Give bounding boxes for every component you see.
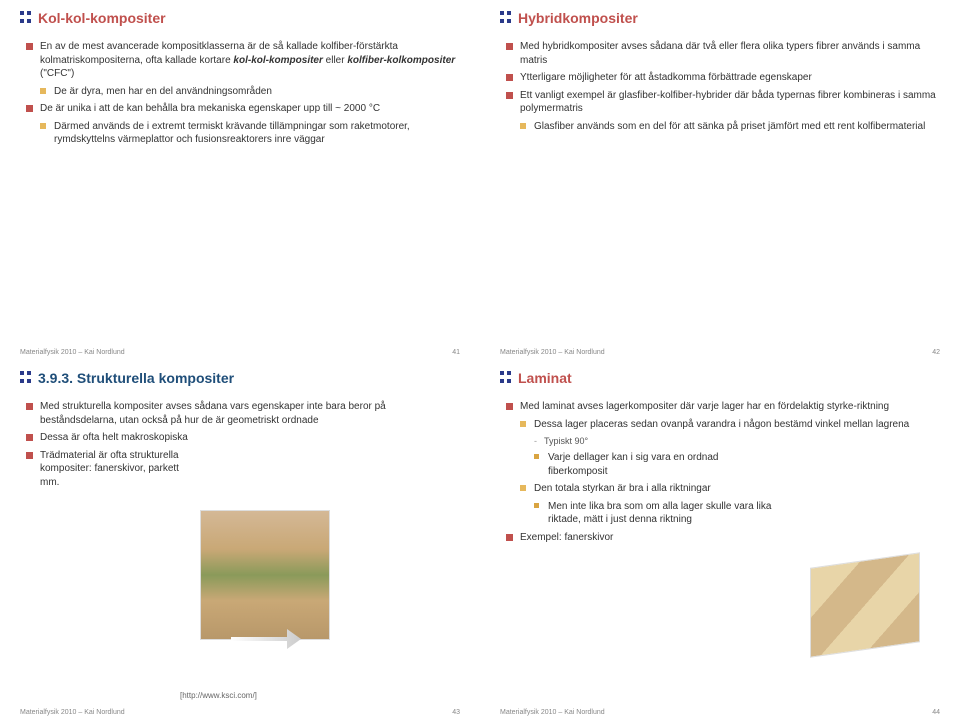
emph: kol-kol-kompositer (233, 55, 322, 66)
slide-content: Med hybridkompositer avses sådana där tv… (500, 40, 940, 133)
text: eller (323, 55, 347, 66)
bullet: Ytterligare möjligheter för att åstadkom… (506, 71, 940, 85)
laminate-layers-image (810, 552, 920, 657)
bullet: Men inte lika bra som om alla lager skul… (534, 500, 784, 527)
bullet: Dessa lager placeras sedan ovanpå varand… (520, 418, 940, 432)
citation: [http://www.ksci.com/] (180, 691, 257, 700)
page-number: 44 (932, 709, 940, 716)
slide-content: Med laminat avses lagerkompositer där va… (500, 400, 940, 544)
bullet: Därmed används de i extremt termiskt krä… (40, 120, 460, 147)
slide-footer: Materialfysik 2010 – Kai Nordlund 43 (20, 709, 460, 716)
bullet: En av de mest avancerade kompositklasser… (26, 40, 460, 81)
bullet: Med hybridkompositer avses sådana där tv… (506, 40, 940, 67)
page-number: 42 (932, 349, 940, 356)
bullet: Med strukturella kompositer avses sådana… (26, 400, 460, 427)
grid-icon (500, 371, 512, 385)
footer-text: Materialfysik 2010 – Kai Nordlund (20, 709, 125, 716)
wood-composite-image (200, 510, 330, 640)
bullet: De är dyra, men har en del användningsom… (40, 85, 460, 99)
title-row: Hybridkompositer (500, 10, 940, 26)
title-row: Laminat (500, 370, 940, 386)
bullet: De är unika i att de kan behålla bra mek… (26, 102, 460, 116)
grid-icon (20, 371, 32, 385)
slide-title: Laminat (518, 370, 572, 386)
slide-title: Hybridkompositer (518, 10, 638, 26)
footer-text: Materialfysik 2010 – Kai Nordlund (20, 349, 125, 356)
bullet: Exempel: fanerskivor (506, 531, 940, 545)
footer-text: Materialfysik 2010 – Kai Nordlund (500, 349, 605, 356)
text: ("CFC") (40, 68, 74, 79)
slide-content: Med strukturella kompositer avses sådana… (20, 400, 460, 489)
slide-footer: Materialfysik 2010 – Kai Nordlund 42 (500, 349, 940, 356)
slide-title: 3.9.3. Strukturella kompositer (38, 370, 234, 386)
bullet: Den totala styrkan är bra i alla riktnin… (520, 482, 770, 496)
slide-kol-kol: Kol-kol-kompositer En av de mest avancer… (0, 0, 480, 360)
slide-footer: Materialfysik 2010 – Kai Nordlund 44 (500, 709, 940, 716)
grid-icon (500, 11, 512, 25)
bullet: Glasfiber används som en del för att sän… (520, 120, 940, 134)
footer-text: Materialfysik 2010 – Kai Nordlund (500, 709, 605, 716)
page-number: 43 (452, 709, 460, 716)
slide-footer: Materialfysik 2010 – Kai Nordlund 41 (20, 349, 460, 356)
bullet: Med laminat avses lagerkompositer där va… (506, 400, 940, 414)
slide-laminat: Laminat Med laminat avses lagerkomposite… (480, 360, 960, 720)
title-row: 3.9.3. Strukturella kompositer (20, 370, 460, 386)
bullet: Typiskt 90° (534, 435, 940, 447)
bullet: Ett vanligt exempel är glasfiber-kolfibe… (506, 89, 940, 116)
grid-icon (20, 11, 32, 25)
slide-strukturella: 3.9.3. Strukturella kompositer Med struk… (0, 360, 480, 720)
page-number: 41 (452, 349, 460, 356)
bullet: Trädmaterial är ofta strukturella kompos… (26, 449, 196, 490)
bullet: Varje dellager kan i sig vara en ordnad … (534, 451, 734, 478)
emph: kolfiber-kolkompositer (347, 55, 455, 66)
slide-title: Kol-kol-kompositer (38, 10, 166, 26)
slide-hybrid: Hybridkompositer Med hybridkompositer av… (480, 0, 960, 360)
bullet: Dessa är ofta helt makroskopiska (26, 431, 460, 445)
slide-content: En av de mest avancerade kompositklasser… (20, 40, 460, 147)
title-row: Kol-kol-kompositer (20, 10, 460, 26)
